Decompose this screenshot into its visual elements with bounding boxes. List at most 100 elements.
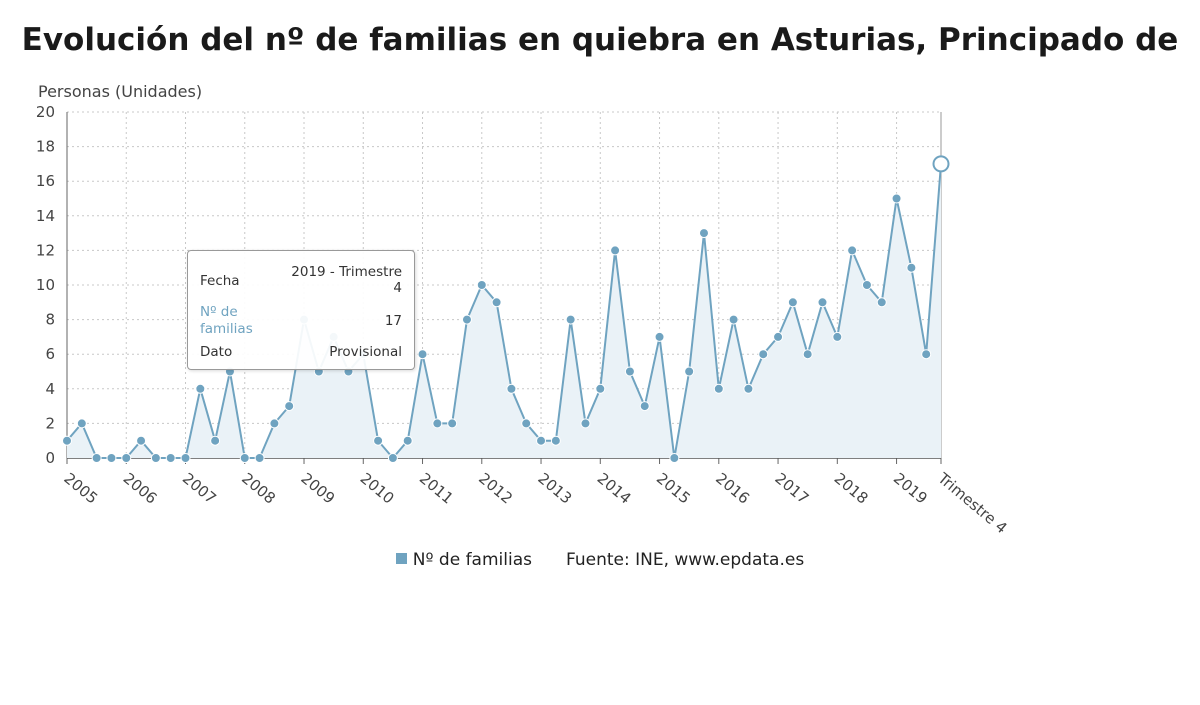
data-point[interactable] [136, 435, 147, 446]
data-point[interactable] [921, 349, 932, 360]
data-point[interactable] [669, 453, 680, 463]
data-point[interactable] [876, 297, 887, 308]
x-tick-label: 2011 [416, 469, 457, 507]
tooltip-fecha-value: 2019 - Trimestre 4 [291, 264, 402, 296]
data-point[interactable] [550, 435, 561, 446]
data-point[interactable] [180, 453, 191, 463]
y-tick-label: 20 [36, 103, 55, 121]
x-tick-label: 2007 [179, 469, 220, 507]
data-point[interactable] [787, 297, 798, 308]
x-tick-label: 2009 [297, 469, 338, 507]
data-point[interactable] [743, 383, 754, 394]
data-point[interactable] [861, 280, 872, 290]
y-tick-label: 16 [36, 172, 55, 190]
data-point[interactable] [476, 280, 487, 290]
tooltip-series-value: 17 [384, 313, 402, 329]
data-point[interactable] [728, 314, 739, 325]
y-tick-label: 18 [36, 138, 55, 156]
tooltip-series-label: Nº de familias [200, 304, 253, 338]
x-tick-label: 2013 [534, 469, 575, 507]
data-point[interactable] [387, 453, 398, 463]
x-tick-label: 2019 [890, 469, 931, 507]
data-point[interactable] [284, 401, 295, 412]
legend-series-label[interactable]: Nº de familias [412, 550, 532, 570]
tooltip-series-label-1: Nº de [200, 304, 238, 320]
data-point[interactable] [165, 453, 176, 463]
data-point[interactable] [121, 453, 132, 463]
x-tick-label: 2017 [771, 469, 812, 507]
x-tick-label: 2010 [357, 469, 398, 507]
data-point[interactable] [713, 383, 724, 394]
tooltip-fecha-value-2: 4 [393, 280, 402, 296]
y-tick-label: 8 [45, 311, 55, 329]
data-point[interactable] [195, 383, 206, 394]
series-line [66, 163, 942, 460]
data-point[interactable] [802, 349, 813, 360]
legend: Nº de familias Fuente: INE, www.epdata.es [0, 550, 1200, 570]
data-point[interactable] [254, 453, 265, 463]
y-tick-label: 12 [36, 241, 55, 259]
data-point[interactable] [847, 245, 858, 256]
tooltip-dato-label: Dato [200, 344, 233, 360]
x-tick-label: 2006 [120, 469, 161, 507]
tooltip-fecha-value-1: 2019 - Trimestre [291, 264, 402, 280]
data-point[interactable] [506, 383, 517, 394]
data-point[interactable] [402, 435, 413, 446]
data-point-highlighted[interactable] [932, 155, 950, 173]
x-tick-label: 2012 [475, 469, 516, 507]
data-point[interactable] [91, 453, 102, 463]
source-label: Fuente: INE, www.epdata.es [565, 550, 805, 570]
x-tick-label: 2016 [712, 469, 753, 507]
data-point[interactable] [773, 331, 784, 342]
data-point[interactable] [521, 418, 532, 429]
y-tick-label: 10 [36, 276, 55, 294]
tooltip: Fecha 2019 - Trimestre 4 Nº de familias … [187, 250, 415, 370]
data-point[interactable] [106, 453, 117, 463]
data-point[interactable] [76, 418, 87, 429]
data-point[interactable] [417, 349, 428, 360]
y-tick-label: 4 [45, 380, 55, 398]
x-tick-label: 2014 [594, 469, 635, 507]
legend-swatch [395, 552, 407, 564]
data-point[interactable] [580, 418, 591, 429]
data-point[interactable] [624, 366, 635, 377]
y-tick-labels: 0 2 4 6 8 10 12 14 16 18 20 [36, 103, 55, 467]
data-point[interactable] [150, 453, 161, 463]
data-point[interactable] [817, 297, 828, 308]
data-point[interactable] [269, 418, 280, 429]
data-point[interactable] [565, 314, 576, 325]
data-point[interactable] [432, 418, 443, 429]
data-point[interactable] [891, 193, 902, 204]
data-point[interactable] [906, 262, 917, 273]
y-tick-label: 6 [45, 345, 55, 363]
data-point[interactable] [758, 349, 769, 360]
data-point[interactable] [654, 331, 665, 342]
tooltip-fecha-label: Fecha [200, 273, 240, 289]
data-point[interactable] [639, 401, 650, 412]
data-point[interactable] [239, 453, 250, 463]
data-point[interactable] [373, 435, 384, 446]
data-point[interactable] [210, 435, 221, 446]
x-tick-label: Trimestre 4 [934, 469, 1011, 538]
data-point[interactable] [536, 435, 547, 446]
chart-title: Evolución del nº de familias en quiebra … [21, 22, 1179, 58]
data-point[interactable] [447, 418, 458, 429]
data-point[interactable] [461, 314, 472, 325]
data-point[interactable] [62, 435, 72, 446]
series-area [67, 163, 941, 458]
data-point[interactable] [595, 383, 606, 394]
data-point[interactable] [698, 228, 709, 239]
y-tick-label: 2 [45, 414, 55, 432]
x-tick-label: 2005 [60, 469, 101, 507]
x-tick-labels: 2005 2006 2007 2008 2009 2010 2011 2012 2013 2014… [60, 469, 1010, 538]
data-point[interactable] [610, 245, 621, 256]
data-point[interactable] [491, 297, 502, 308]
tooltip-series-label-2: familias [200, 321, 253, 337]
tooltip-dato-value: Provisional [329, 344, 402, 360]
y-axis-label: Personas (Unidades) [38, 82, 202, 101]
series-points [62, 155, 950, 463]
y-tick-label: 0 [45, 449, 55, 467]
data-point[interactable] [832, 331, 843, 342]
data-point[interactable] [684, 366, 695, 377]
